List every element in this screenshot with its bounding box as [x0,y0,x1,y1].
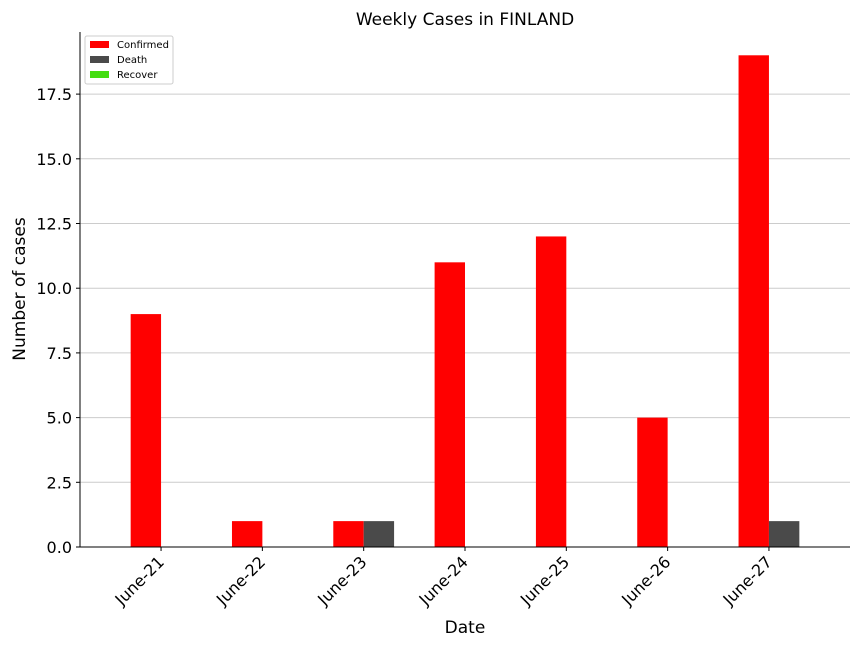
y-tick-label: 10.0 [36,279,72,298]
y-tick-label: 5.0 [47,409,72,428]
legend-swatch-death [90,56,109,63]
bar-confirmed-june-27 [738,55,769,548]
bar-confirmed-june-26 [637,417,668,547]
bar-confirmed-june-21 [130,314,162,547]
bar-confirmed-june-24 [434,262,465,547]
bars [130,55,800,548]
x-tick-label: June-25 [516,552,573,609]
x-axis-label: Date [445,618,486,638]
y-tick-label: 7.5 [47,344,72,363]
y-tick-label: 12.5 [36,215,72,234]
y-tick-label: 15.0 [36,150,72,169]
y-tick-label: 2.5 [47,473,72,492]
bar-confirmed-june-23 [333,521,364,547]
chart-title: Weekly Cases in FINLAND [356,10,574,30]
bar-death-june-27 [768,521,800,547]
legend-label-recover: Recover [117,70,158,81]
x-axis-ticks: June-21 June-22 June-23 June-24 June-25 June-… [111,547,776,610]
y-tick-label: 17.5 [36,85,72,104]
x-tick-label: June-21 [111,552,168,609]
bar-death-june-23 [363,521,395,547]
legend: Confirmed Death Recover [84,35,174,85]
x-tick-label: June-27 [719,552,776,609]
y-tick-label: 0.0 [47,538,72,557]
legend-label-confirmed: Confirmed [117,40,169,51]
bar-confirmed-june-25 [535,236,567,547]
legend-label-death: Death [117,55,147,66]
y-axis-ticks: 0.0 2.5 5.0 7.5 10.0 12.5 15.0 17.5 [36,85,80,557]
legend-swatch-confirmed [90,41,109,48]
x-tick-label: June-24 [415,552,472,609]
legend-items: Confirmed Death Recover [90,40,169,81]
x-tick-label: June-23 [313,552,370,609]
bar-confirmed-june-22 [231,521,263,547]
legend-swatch-recover [90,71,109,78]
y-axis-label: Number of cases [10,217,30,361]
x-tick-label: June-22 [212,552,269,609]
x-tick-label: June-26 [617,552,674,609]
